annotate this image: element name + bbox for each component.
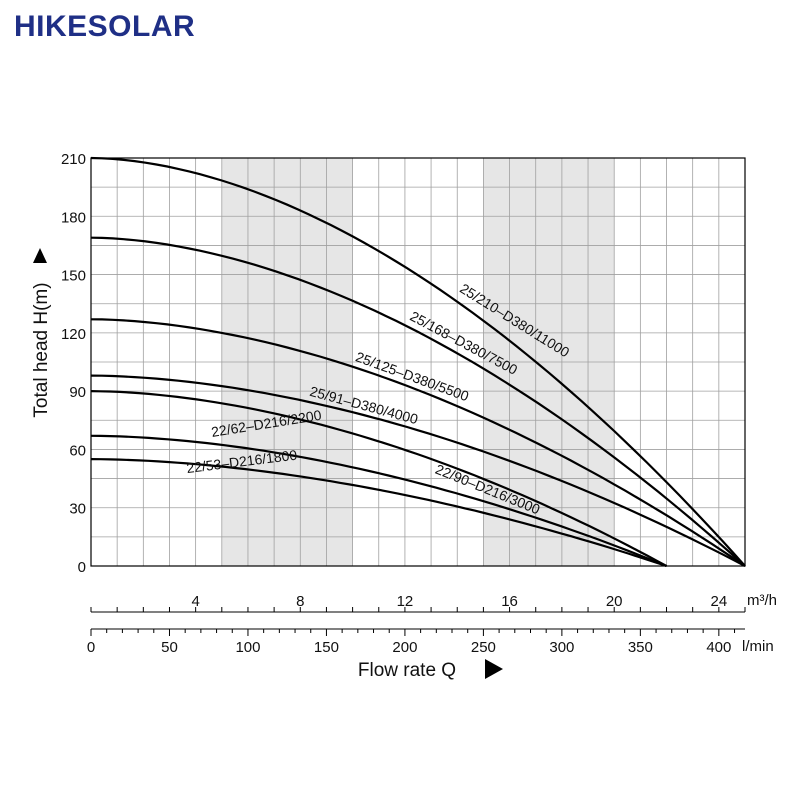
y-axis-ticks: 0 30 60 90 120 150 180 210 (61, 151, 86, 576)
pump-curves (90, 156, 746, 568)
x-m3h-tick-label: 12 (397, 593, 414, 610)
y-axis-arrow-icon (33, 248, 47, 263)
x-lmin-tick-label: 0 (87, 639, 95, 656)
plot-frame (90, 157, 746, 567)
y-tick-label: 210 (61, 151, 86, 168)
y-tick-label: 150 (61, 268, 86, 285)
x-lmin-tick-label: 50 (161, 639, 178, 656)
x-m3h-tick-label: 20 (606, 593, 623, 610)
x-unit-m3h: m³/h (747, 592, 777, 609)
x-lmin-tick-label: 250 (471, 639, 496, 656)
y-tick-label: 30 (69, 501, 86, 518)
pump-curve (90, 156, 746, 567)
pump-curve (90, 458, 667, 568)
y-axis-title-group: Total head H(m) (31, 282, 52, 417)
x-lmin-tick-label: 400 (706, 639, 731, 656)
x-unit-lmin: l/min (742, 638, 774, 655)
y-axis-title: Total head H(m) (31, 282, 52, 417)
x-axis-title: Flow rate Q (358, 660, 456, 681)
pump-curve (90, 434, 667, 568)
x-lmin-tick-label: 300 (549, 639, 574, 656)
x-lmin-tick-label: 350 (628, 639, 653, 656)
x-axis-m3h: 4 8 12 16 20 24 (90, 593, 746, 613)
x-axis-arrow-icon (485, 659, 503, 679)
grid-lines (91, 158, 745, 566)
y-tick-label: 180 (61, 209, 86, 226)
x-m3h-tick-label: 8 (296, 593, 304, 610)
y-tick-label: 60 (69, 442, 86, 459)
x-m3h-tick-label: 16 (501, 593, 518, 610)
x-lmin-tick-label: 150 (314, 639, 339, 656)
pump-curve (90, 236, 746, 567)
x-m3h-tick-label: 24 (710, 593, 727, 610)
pump-curve (90, 390, 668, 567)
x-lmin-tick-label: 100 (235, 639, 260, 656)
pump-curve (90, 374, 746, 567)
y-tick-label: 0 (78, 559, 86, 576)
y-tick-label: 120 (61, 326, 86, 343)
pump-curve (90, 318, 746, 567)
brand-logo: HIKESOLAR (14, 10, 196, 43)
x-m3h-tick-label: 4 (191, 593, 199, 610)
x-axis-lmin: 0 50 100 150 200 250 300 350 400 (87, 628, 745, 656)
curve-label: 25/125–D380/5500 (354, 348, 472, 404)
y-tick-label: 90 (69, 384, 86, 401)
x-lmin-tick-label: 200 (392, 639, 417, 656)
